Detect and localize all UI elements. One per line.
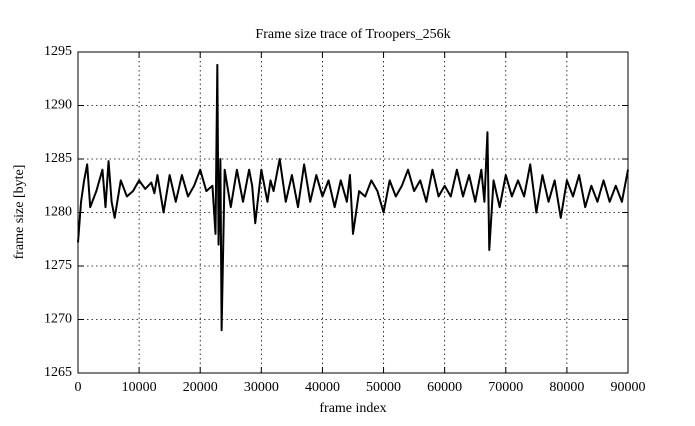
x-axis-label: frame index — [319, 401, 386, 416]
x-tick-label: 10000 — [122, 380, 157, 395]
x-tick-label: 90000 — [611, 380, 646, 395]
x-tick-label: 80000 — [549, 380, 584, 395]
data-line — [77, 63, 629, 332]
x-tick-label: 0 — [75, 380, 82, 395]
x-tick-label: 70000 — [488, 380, 523, 395]
x-tick-label: 30000 — [244, 380, 279, 395]
y-axis-label: frame size [byte] — [12, 165, 27, 260]
y-tick-label: 1285 — [44, 151, 72, 166]
y-tick-label: 1290 — [44, 98, 72, 113]
y-tick-label: 1265 — [44, 365, 72, 380]
x-tick-label: 20000 — [183, 380, 218, 395]
plot-frame — [77, 51, 629, 374]
y-tick-label: 1270 — [44, 312, 72, 327]
y-tick-label: 1280 — [44, 205, 72, 220]
x-tick-label: 60000 — [427, 380, 462, 395]
chart-title: Frame size trace of Troopers_256k — [255, 27, 450, 42]
x-tick-label: 40000 — [305, 380, 340, 395]
x-tick-label: 50000 — [366, 380, 401, 395]
y-tick-label: 1275 — [44, 258, 72, 273]
y-tick-label: 1295 — [44, 44, 72, 59]
